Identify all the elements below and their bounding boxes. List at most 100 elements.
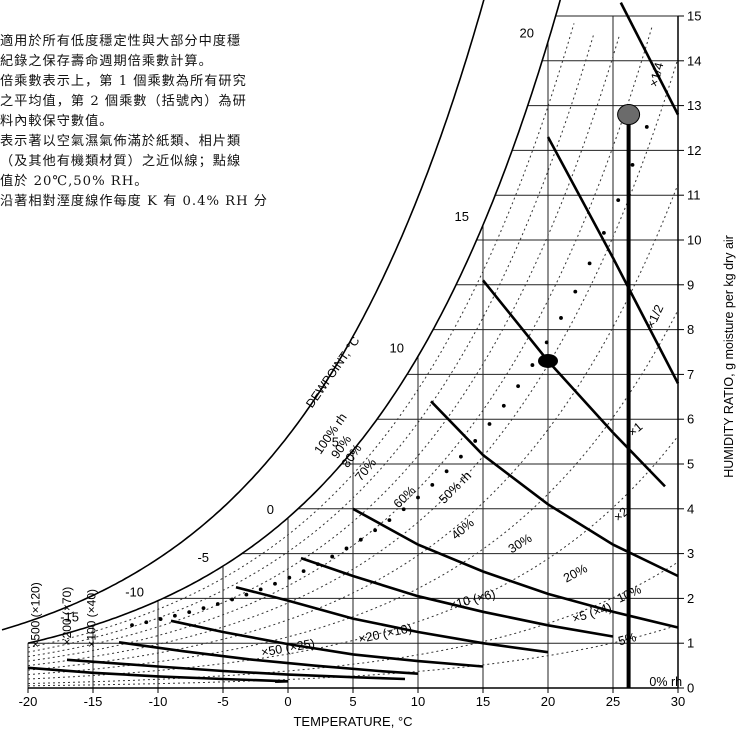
y-tick-label: 4 xyxy=(687,501,694,516)
multiplier-line xyxy=(66,658,406,681)
note-line: 料內較保守數值。 xyxy=(0,114,114,129)
reference-dot xyxy=(201,606,206,611)
x-tick-label: 15 xyxy=(476,694,490,709)
x-tick-label: -5 xyxy=(217,694,229,709)
dewpoint-tick-label: 15 xyxy=(455,209,469,224)
y-tick-label: 5 xyxy=(687,457,694,472)
multiplier-label: ×200 (×70) xyxy=(60,587,74,646)
multiplier-label: ×500 (×120) xyxy=(29,582,43,647)
y-tick-label: 9 xyxy=(687,277,694,292)
reference-dot xyxy=(301,569,306,574)
reference-dot xyxy=(444,469,449,474)
reference-dot xyxy=(358,537,363,542)
reference-dot xyxy=(573,289,578,294)
reference-dot xyxy=(587,261,592,266)
reference-dot xyxy=(473,439,478,443)
dewpoint-tick-label: -15 xyxy=(60,609,79,624)
x-axis-title: TEMPERATURE, °C xyxy=(293,714,412,729)
multiplier-line xyxy=(546,136,680,384)
reference-dot xyxy=(187,610,192,614)
reference-dot xyxy=(173,613,177,618)
note-line: （及其他有機類材質）之近似線；點線 xyxy=(0,154,242,169)
y-tick-label: 11 xyxy=(687,188,701,203)
rh-label: 30% xyxy=(506,531,535,556)
note-line: 適用於所有低度穩定性與大部分中度穩 xyxy=(0,34,242,49)
dewpoint-tick-label: 20 xyxy=(520,26,534,41)
multiplier-line xyxy=(300,556,614,638)
reference-dot xyxy=(401,507,406,512)
rh-curve xyxy=(27,561,679,684)
reference-dot xyxy=(516,384,520,389)
multiplier-label: ×5 (×4) xyxy=(571,600,614,626)
note-line: 值於 20℃,50% RH。 xyxy=(0,174,149,189)
reference-dot xyxy=(459,454,463,459)
dewpoint-axis-title: DEWPOINT, °C xyxy=(303,334,363,411)
multiplier-label: ×1/2 xyxy=(643,303,666,331)
y-tick-label: 8 xyxy=(687,322,694,337)
rh-label: 0% rh xyxy=(649,675,682,689)
reference-dot xyxy=(644,125,649,129)
reference-dot xyxy=(144,620,149,625)
reference-dot xyxy=(430,482,435,487)
rh-curve xyxy=(27,184,679,671)
y-tick-label: 6 xyxy=(687,412,694,427)
dewpoint-envelope-curve xyxy=(1,0,485,631)
y-axis-title: HUMIDITY RATIO, g moisture per kg dry ai… xyxy=(722,235,736,478)
multiplier-line xyxy=(170,619,484,668)
reference-dot xyxy=(487,422,492,426)
multiplier-label: ×1/4 xyxy=(647,61,667,89)
y-tick-label: 1 xyxy=(687,636,694,651)
multiplier-line xyxy=(619,2,680,116)
rh-curves xyxy=(1,0,679,687)
reference-dot xyxy=(215,602,220,606)
reference-dot xyxy=(387,518,392,523)
y-tick-label: 7 xyxy=(687,367,694,382)
reference-dot xyxy=(230,597,235,602)
reference-dot xyxy=(158,617,163,621)
dewpoint-tick-label: -5 xyxy=(197,550,209,565)
reference-point xyxy=(538,353,558,368)
reference-dot xyxy=(602,230,606,235)
x-tick-label: 30 xyxy=(671,694,685,709)
dewpoint-tick-label: -10 xyxy=(125,585,144,600)
rh-label: 60% xyxy=(391,483,419,511)
multiplier-line xyxy=(481,279,666,488)
reference-dot xyxy=(130,623,134,628)
rh-curve xyxy=(27,23,575,649)
rh-curve xyxy=(27,435,679,680)
y-tick-label: 14 xyxy=(687,53,701,68)
x-tick-label: 10 xyxy=(411,694,425,709)
marker-oval xyxy=(617,104,641,126)
note-line: 表示著以空氣濕氣佈滿於紙類、相片類 xyxy=(0,134,242,149)
reference-dot xyxy=(544,340,549,345)
reference-dot xyxy=(616,198,621,203)
x-tick-label: 25 xyxy=(606,694,620,709)
rh-curve xyxy=(27,34,594,653)
multiplier-line xyxy=(352,507,679,629)
x-tick-label: 20 xyxy=(541,694,555,709)
y-tick-label: 2 xyxy=(687,591,694,606)
multiplier-line xyxy=(235,585,549,654)
x-tick-label: 0 xyxy=(284,694,291,709)
note-line: 沿著相對溼度線作每度 K 有 0.4% RH 分 xyxy=(0,194,268,209)
dewpoint-tick-label: 0 xyxy=(267,502,274,517)
reference-dot xyxy=(287,575,292,580)
x-tick-label: 5 xyxy=(349,694,356,709)
y-tick-label: 15 xyxy=(687,9,701,24)
reference-dot xyxy=(273,581,277,586)
reference-dot xyxy=(501,403,506,408)
y-tick-label: 12 xyxy=(687,143,701,158)
rh-curve xyxy=(27,34,620,658)
note-line: 倍乘數表示上，第 1 個乘數為所有研究 xyxy=(0,74,247,89)
x-tick-label: -20 xyxy=(19,694,38,709)
reference-dot xyxy=(416,495,420,500)
y-tick-label: 10 xyxy=(687,233,701,248)
x-tick-label: -15 xyxy=(84,694,103,709)
multiplier-line xyxy=(27,666,289,683)
multiplier-lines xyxy=(27,2,680,683)
markers xyxy=(538,104,641,688)
multiplier-label: ×100 (×40) xyxy=(85,589,99,648)
rh-label: 40% xyxy=(449,516,477,543)
note-line: 紀錄之保存壽命週期倍乘數計算。 xyxy=(0,54,213,69)
